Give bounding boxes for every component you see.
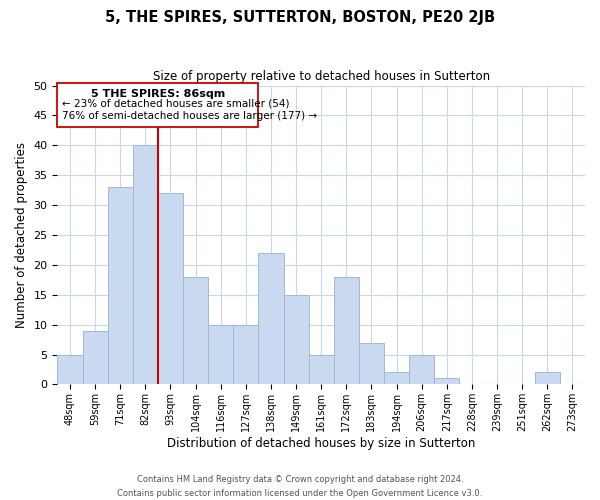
Bar <box>233 324 259 384</box>
Bar <box>384 372 409 384</box>
Bar <box>259 253 284 384</box>
Text: Contains HM Land Registry data © Crown copyright and database right 2024.
Contai: Contains HM Land Registry data © Crown c… <box>118 476 482 498</box>
Bar <box>107 187 133 384</box>
Text: 5 THE SPIRES: 86sqm: 5 THE SPIRES: 86sqm <box>91 88 225 99</box>
Bar <box>334 277 359 384</box>
Bar <box>308 354 334 384</box>
Bar <box>409 354 434 384</box>
Bar <box>158 193 183 384</box>
Bar <box>133 146 158 384</box>
Text: 5, THE SPIRES, SUTTERTON, BOSTON, PE20 2JB: 5, THE SPIRES, SUTTERTON, BOSTON, PE20 2… <box>105 10 495 25</box>
Bar <box>208 324 233 384</box>
Bar <box>83 330 107 384</box>
Bar <box>183 277 208 384</box>
Bar <box>359 342 384 384</box>
Bar <box>434 378 460 384</box>
Bar <box>284 295 308 384</box>
Text: 76% of semi-detached houses are larger (177) →: 76% of semi-detached houses are larger (… <box>62 110 317 120</box>
Text: ← 23% of detached houses are smaller (54): ← 23% of detached houses are smaller (54… <box>62 98 290 108</box>
Bar <box>535 372 560 384</box>
X-axis label: Distribution of detached houses by size in Sutterton: Distribution of detached houses by size … <box>167 437 475 450</box>
FancyBboxPatch shape <box>58 82 259 128</box>
Bar <box>58 354 83 384</box>
Y-axis label: Number of detached properties: Number of detached properties <box>15 142 28 328</box>
Title: Size of property relative to detached houses in Sutterton: Size of property relative to detached ho… <box>152 70 490 83</box>
